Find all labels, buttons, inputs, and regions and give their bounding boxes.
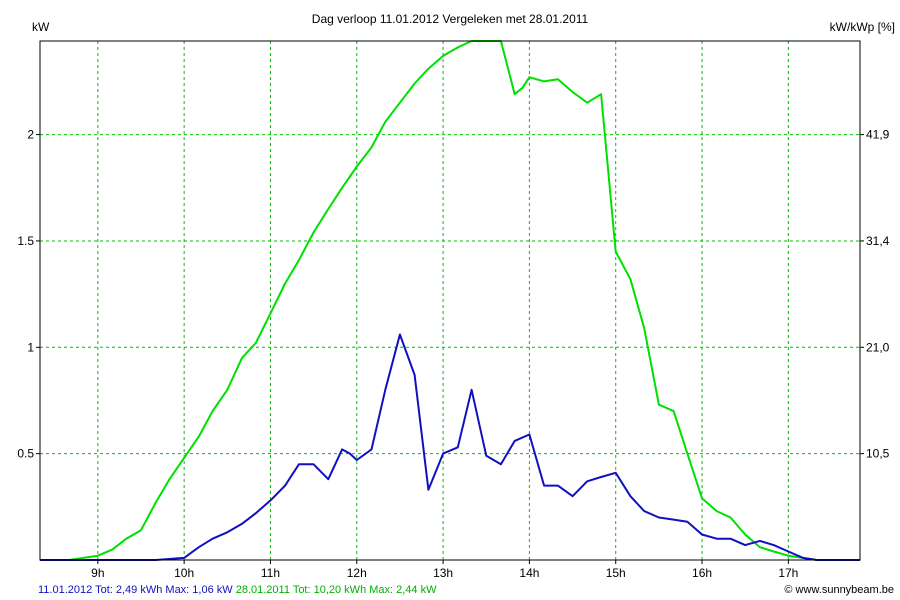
y-axis-right-label: kW/kWp [%]: [830, 20, 895, 34]
y-tick-label-left: 0.5: [17, 447, 34, 461]
x-tick-label: 9h: [91, 566, 104, 580]
x-tick-label: 15h: [606, 566, 626, 580]
y-axis-left-label: kW: [32, 20, 50, 34]
grid: [40, 41, 860, 560]
y-tick-label-left: 1: [27, 340, 34, 354]
series-lines: [40, 40, 860, 561]
x-tick-label: 13h: [433, 566, 453, 580]
x-tick-label: 11h: [261, 566, 280, 580]
chart-title: Dag verloop 11.01.2012 Vergeleken met 28…: [312, 12, 589, 26]
y-tick-label-left: 1.5: [17, 234, 34, 248]
y-tick-label-left: 2: [27, 128, 34, 142]
x-tick-label: 17h: [778, 566, 798, 580]
y-tick-label-right: 41,9: [866, 128, 890, 142]
series-line-28-01-2011: [40, 40, 860, 561]
footer-summary: 11.01.2012 Tot: 2,49 kWh Max: 1,06 kW 28…: [38, 584, 436, 596]
x-tick-label: 10h: [174, 566, 194, 580]
footer-summary-2011: 28.01.2011 Tot: 10,20 kWh Max: 2,44 kW: [235, 584, 437, 596]
x-tick-label: 16h: [692, 566, 712, 580]
footer-summary-2012: 11.01.2012 Tot: 2,49 kWh Max: 1,06 kW: [38, 584, 233, 596]
x-tick-label: 14h: [519, 566, 539, 580]
y-tick-label-right: 21,0: [866, 340, 890, 354]
copyright-text: © www.sunnybeam.be: [784, 584, 894, 596]
x-tick-label: 12h: [347, 566, 367, 580]
series-line-11-01-2012: [40, 333, 860, 561]
y-tick-label-right: 31,4: [866, 234, 890, 248]
tick-labels: 9h 10h 11h 12h 13h 14h 15h 16h 17h 0.5 10,5 1 21,0 1.…: [17, 128, 889, 580]
y-tick-label-right: 10,5: [866, 447, 890, 461]
plot-frame: [39, 40, 861, 561]
